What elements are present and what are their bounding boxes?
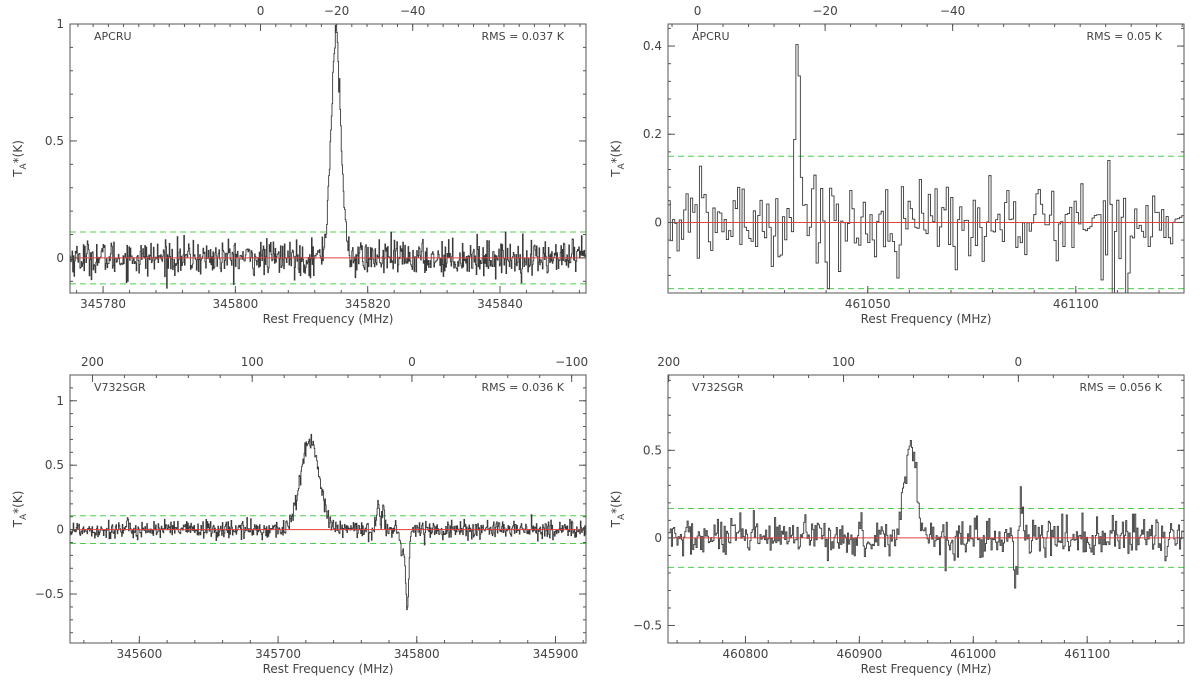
y-tick-label: 0.5	[643, 443, 662, 457]
y-axis-title-main: T	[609, 519, 623, 528]
velocity-tick-label: 0	[408, 355, 416, 369]
y-axis-title-unit: *(K)	[11, 491, 25, 514]
velocity-tick-label: 0	[1015, 355, 1023, 369]
x-tick-label: 460800	[723, 647, 769, 661]
y-axis-title-unit: *(K)	[609, 491, 623, 514]
x-axis-title: Rest Frequency (MHz)	[861, 662, 992, 676]
y-tick-label: −0.5	[633, 618, 662, 632]
y-tick-label: −0.5	[35, 587, 64, 601]
x-tick-label: 345900	[533, 647, 579, 661]
source-label: APCRU	[94, 30, 132, 43]
x-tick-label: 345800	[394, 647, 440, 661]
velocity-tick-label: −20	[324, 4, 349, 18]
velocity-tick-label: 200	[657, 355, 680, 369]
velocity-tick-label: 0	[257, 4, 265, 18]
spectrum-trace	[70, 24, 586, 289]
y-tick-label: 0	[654, 531, 662, 545]
y-tick-label: 0	[56, 523, 64, 537]
y-axis-title-main: T	[11, 519, 25, 528]
y-tick-label: 0.4	[643, 39, 662, 53]
y-axis-title: TA*(K)	[11, 140, 29, 178]
rms-label: RMS = 0.036 K	[481, 381, 564, 394]
x-tick-label: 461100	[1064, 647, 1110, 661]
velocity-tick-label: 100	[241, 355, 264, 369]
spectrum-panel: 345600 345700 345800 345900 −0.5 0 0.5 1 200 100 0…	[11, 355, 588, 676]
x-tick-label: 345600	[116, 647, 162, 661]
y-tick-label: 0.5	[45, 458, 64, 472]
velocity-tick-label: −100	[555, 355, 588, 369]
y-tick-label: 1	[56, 17, 64, 31]
spectrum-trace	[668, 439, 1184, 589]
x-tick-label: 460900	[836, 647, 882, 661]
y-tick-label: 1	[56, 394, 64, 408]
spectrum-trace	[70, 433, 586, 611]
y-axis-title: TA*(K)	[609, 491, 627, 529]
velocity-tick-label: 200	[81, 355, 104, 369]
x-tick-label: 345780	[80, 297, 126, 311]
x-axis-title: Rest Frequency (MHz)	[263, 662, 394, 676]
x-tick-label: 461100	[1053, 297, 1099, 311]
velocity-tick-label: 100	[832, 355, 855, 369]
y-tick-label: 0	[654, 215, 662, 229]
y-tick-label: 0.2	[643, 127, 662, 141]
source-label: APCRU	[692, 30, 730, 43]
velocity-tick-label: −40	[400, 4, 425, 18]
y-axis-title: TA*(K)	[11, 491, 29, 529]
rms-label: RMS = 0.056 K	[1079, 381, 1162, 394]
x-tick-label: 461000	[950, 647, 996, 661]
velocity-tick-label: −40	[940, 4, 965, 18]
rms-label: RMS = 0.05 K	[1086, 30, 1162, 43]
y-axis-title-sub: A	[19, 513, 29, 520]
y-axis-title-unit: *(K)	[609, 140, 623, 163]
x-tick-label: 345840	[477, 297, 523, 311]
plot-frame	[667, 23, 1185, 294]
velocity-tick-label: −20	[812, 4, 837, 18]
source-label: V732SGR	[94, 381, 146, 394]
y-axis-title: TA*(K)	[609, 140, 627, 178]
y-tick-label: 0.5	[45, 134, 64, 148]
y-axis-title-unit: *(K)	[11, 140, 25, 163]
spectrum-panel: 460800 460900 461000 461100 −0.5 0 0.5 200 100 0 R…	[609, 355, 1185, 676]
source-label: V732SGR	[692, 381, 744, 394]
x-tick-label: 345820	[345, 297, 391, 311]
y-axis-title-main: T	[609, 169, 623, 178]
plot-frame	[69, 23, 587, 294]
spectrum-trace	[668, 44, 1184, 294]
y-axis-title-sub: A	[19, 163, 29, 170]
x-axis-title: Rest Frequency (MHz)	[861, 312, 992, 326]
plot-frame	[69, 374, 587, 644]
spectrum-panel: 461050 461100 0 0.2 0.4 0 −20 −40 Rest Frequency…	[609, 4, 1185, 326]
velocity-tick-label: 0	[694, 4, 702, 18]
x-tick-label: 345800	[212, 297, 258, 311]
x-tick-label: 461050	[845, 297, 891, 311]
rms-label: RMS = 0.037 K	[481, 30, 564, 43]
y-axis-title-main: T	[11, 169, 25, 178]
y-axis-title-sub: A	[617, 513, 627, 520]
y-tick-label: 0	[56, 251, 64, 265]
y-axis-title-sub: A	[617, 163, 627, 170]
spectrum-panel: 345780 345800 345820 345840 0 0.5 1 0 −20 −40 Rest…	[11, 4, 587, 326]
x-axis-title: Rest Frequency (MHz)	[263, 312, 394, 326]
plot-frame	[667, 374, 1185, 644]
x-tick-label: 345700	[255, 647, 301, 661]
